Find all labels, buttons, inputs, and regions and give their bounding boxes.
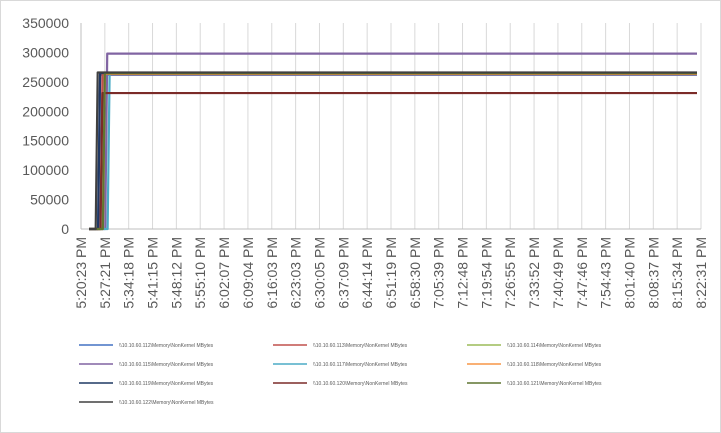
x-tick-label: 6:37:09 PM xyxy=(335,237,351,309)
x-tick-label: 7:12:48 PM xyxy=(455,237,471,309)
axes xyxy=(80,23,701,230)
y-tick-label: 300000 xyxy=(22,44,69,60)
x-tick-label: 5:55:10 PM xyxy=(192,237,208,309)
x-tick-label: 7:54:43 PM xyxy=(598,237,614,309)
series-lines xyxy=(89,52,697,231)
x-tick-label: 6:09:04 PM xyxy=(240,237,256,309)
x-tick-label: 6:44:14 PM xyxy=(359,237,375,309)
x-tick-label: 6:02:07 PM xyxy=(216,237,232,309)
series-line xyxy=(89,71,697,231)
x-tick-label: 7:47:46 PM xyxy=(574,237,590,309)
legend: \\10.10.60.112\Memory\NonKernel MBytes \\… xyxy=(79,343,602,406)
legend-label: \\10.10.60.120\Memory\NonKernel MBytes xyxy=(313,381,408,387)
y-tick-label: 200000 xyxy=(22,103,69,119)
x-tick-label: 7:19:54 PM xyxy=(478,237,494,309)
y-tick-label: 250000 xyxy=(22,74,69,90)
x-tick-label: 5:27:21 PM xyxy=(97,237,113,309)
legend-label: \\10.10.60.122\Memory\NonKernel MBytes xyxy=(119,400,214,406)
x-tick-label: 6:16:03 PM xyxy=(264,237,280,309)
x-tick-label: 6:51:19 PM xyxy=(383,237,399,309)
x-tick-label: 7:26:55 PM xyxy=(502,237,518,309)
legend-label: \\10.10.60.118\Memory\NonKernel MBytes xyxy=(507,362,602,368)
y-tick-label: 350000 xyxy=(22,15,69,31)
x-tick-label: 5:48:12 PM xyxy=(168,237,184,309)
x-axis-ticks: 5:20:23 PM 5:27:21 PM 5:34:18 PM 5:41:15 PM… xyxy=(73,237,709,309)
legend-label: \\10.10.60.113\Memory\NonKernel MBytes xyxy=(313,343,408,349)
y-tick-label: 50000 xyxy=(30,192,69,208)
legend-label: \\10.10.60.114\Memory\NonKernel MBytes xyxy=(507,343,602,349)
gridlines xyxy=(80,23,702,229)
x-tick-label: 7:33:52 PM xyxy=(526,237,542,309)
x-tick-label: 8:01:40 PM xyxy=(621,237,637,309)
y-tick-label: 100000 xyxy=(22,162,69,178)
y-tick-label: 0 xyxy=(61,221,69,237)
legend-label: \\10.10.60.117\Memory\NonKernel MBytes xyxy=(313,362,408,368)
legend-label: \\10.10.60.112\Memory\NonKernel MBytes xyxy=(119,343,214,349)
y-tick-label: 150000 xyxy=(22,133,69,149)
x-tick-label: 6:58:30 PM xyxy=(407,237,423,309)
x-tick-label: 5:20:23 PM xyxy=(73,237,89,309)
legend-label: \\10.10.60.121\Memory\NonKernel MBytes xyxy=(507,381,602,387)
x-tick-label: 7:40:49 PM xyxy=(550,237,566,309)
legend-label: \\10.10.60.119\Memory\NonKernel MBytes xyxy=(119,381,214,387)
x-tick-label: 8:15:34 PM xyxy=(669,237,685,309)
x-tick-label: 5:41:15 PM xyxy=(145,237,161,309)
y-axis-ticks: 0 50000 100000 150000 200000 250000 300000 3500… xyxy=(22,15,69,237)
x-tick-label: 7:05:39 PM xyxy=(431,237,447,309)
x-tick-label: 8:08:37 PM xyxy=(645,237,661,309)
x-tick-label: 5:34:18 PM xyxy=(121,237,137,309)
legend-label: \\10.10.60.115\Memory\NonKernel MBytes xyxy=(119,362,214,368)
x-tick-label: 8:22:31 PM xyxy=(693,237,709,309)
x-tick-label: 6:30:05 PM xyxy=(311,237,327,309)
x-tick-label: 6:23:03 PM xyxy=(288,237,304,309)
